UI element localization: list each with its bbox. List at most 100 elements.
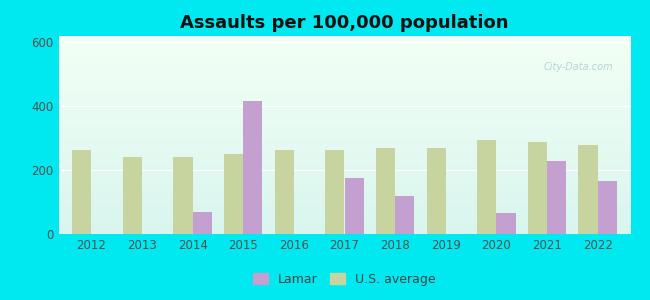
Bar [58,110,630,111]
Bar [58,178,630,179]
Bar [58,150,630,151]
Bar [58,228,630,229]
Bar [58,225,630,226]
Bar [58,88,630,89]
Bar [58,197,630,198]
Bar [58,136,630,137]
Bar [58,128,630,129]
Bar [58,216,630,217]
Bar [174,158,192,234]
Bar [58,143,630,144]
Bar [58,191,630,192]
Title: Assaults per 100,000 population: Assaults per 100,000 population [180,14,509,32]
Bar [58,93,630,94]
Bar [58,45,630,46]
Bar [58,135,630,136]
Bar [58,65,630,66]
Bar [58,63,630,64]
Bar [58,43,630,44]
Bar [58,127,630,128]
Bar [58,145,630,146]
Bar [58,224,630,225]
Bar [58,153,630,154]
Bar [58,220,630,221]
Bar [58,109,630,110]
Bar [58,227,630,228]
Bar [58,38,630,39]
Bar [58,102,630,103]
Bar [58,122,630,123]
Bar [58,149,630,150]
Bar [58,182,630,184]
Bar [58,54,630,55]
Bar [58,124,630,125]
Bar [58,121,630,122]
Bar [58,215,630,216]
Bar [58,105,630,106]
Bar [58,162,630,163]
Bar [58,115,630,116]
Bar [58,120,630,121]
Bar [58,51,630,52]
Bar [58,69,630,70]
Bar [477,140,497,234]
Bar [58,60,630,61]
Bar [58,176,630,177]
Bar [58,49,630,50]
Bar [58,71,630,72]
Bar [58,133,630,134]
Bar [275,150,294,234]
Bar [58,184,630,185]
Bar [58,209,630,210]
Bar [58,134,630,135]
Bar [58,222,630,223]
Bar [58,70,630,71]
Bar [58,185,630,187]
Bar [58,214,630,215]
Bar [58,163,630,164]
Bar [58,213,630,214]
Bar [58,203,630,204]
Bar [58,79,630,80]
Legend: Lamar, U.S. average: Lamar, U.S. average [248,268,441,291]
Bar [58,103,630,104]
Bar [58,141,630,142]
Bar [58,92,630,93]
Bar [58,57,630,58]
Bar [58,107,630,108]
Bar [325,150,344,234]
Bar [58,147,630,148]
Bar [58,123,630,124]
Bar [58,148,630,149]
Bar [58,175,630,176]
Bar [58,205,630,206]
Bar [578,145,597,234]
Bar [58,95,630,96]
Bar [58,81,630,82]
Bar [58,85,630,86]
Bar [58,126,630,127]
Bar [58,230,630,231]
Bar [58,207,630,208]
Bar [58,167,630,168]
Bar [243,101,263,234]
Bar [58,161,630,162]
Bar [58,89,630,91]
Bar [58,130,630,131]
Bar [58,233,630,234]
Bar [58,112,630,113]
Bar [58,100,630,101]
Bar [58,116,630,117]
Bar [58,82,630,83]
Bar [58,117,630,118]
Text: City-Data.com: City-Data.com [543,62,614,72]
Bar [58,229,630,230]
Bar [58,194,630,195]
Bar [58,73,630,74]
Bar [58,164,630,165]
Bar [58,204,630,205]
Bar [58,166,630,167]
Bar [58,221,630,222]
Bar [58,226,630,227]
Bar [58,206,630,207]
